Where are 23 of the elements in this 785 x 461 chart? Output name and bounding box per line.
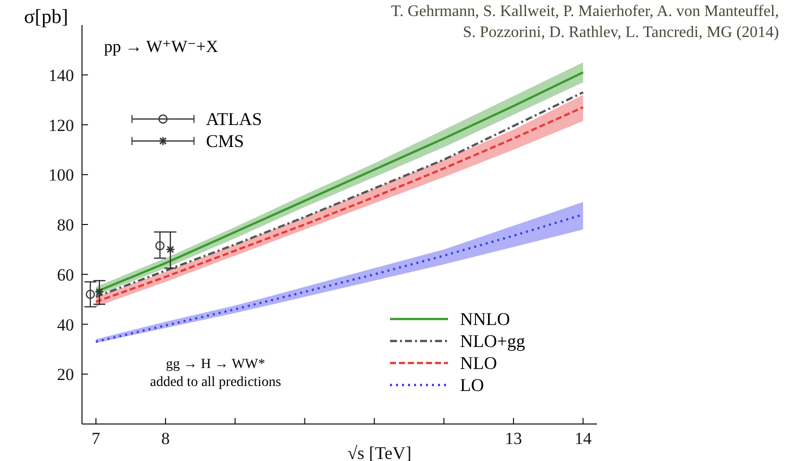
y-axis-title: σ[pb] [24,6,68,29]
y-tick-label: 120 [48,116,74,135]
y-tick-label: 40 [57,315,74,334]
point [86,290,95,299]
x-tick-label: 14 [574,429,592,448]
point [155,241,165,250]
annotation: T. Gehrmann, S. Kallweit, P. Maierhofer, A. von Manteuffel, S. Pozzorini, D. Rathlev, L. Tancredi, MG (2014) [390,2,779,44]
legend-label: CMS [206,130,244,152]
legend-label: NLO+gg [460,330,526,352]
legend-label: LO [460,374,484,396]
y-tick-label: 20 [57,365,74,384]
x-tick-label: 7 [92,429,101,448]
legend-label: NNLO [460,308,510,330]
y-tick-label: 140 [48,66,74,85]
annotation: gg → H → WW* added to all predictions [150,356,282,392]
annotation: pp → W⁺W⁻+X [104,36,218,58]
y-tick-label: 80 [57,216,74,234]
legend-label: NLO [460,352,497,374]
legend-label: ATLAS [206,108,262,130]
y-tick-label: 100 [48,166,74,185]
x-tick-label: 8 [161,429,170,448]
x-tick-label: 13 [504,429,522,448]
y-tick-label: 60 [57,265,74,284]
